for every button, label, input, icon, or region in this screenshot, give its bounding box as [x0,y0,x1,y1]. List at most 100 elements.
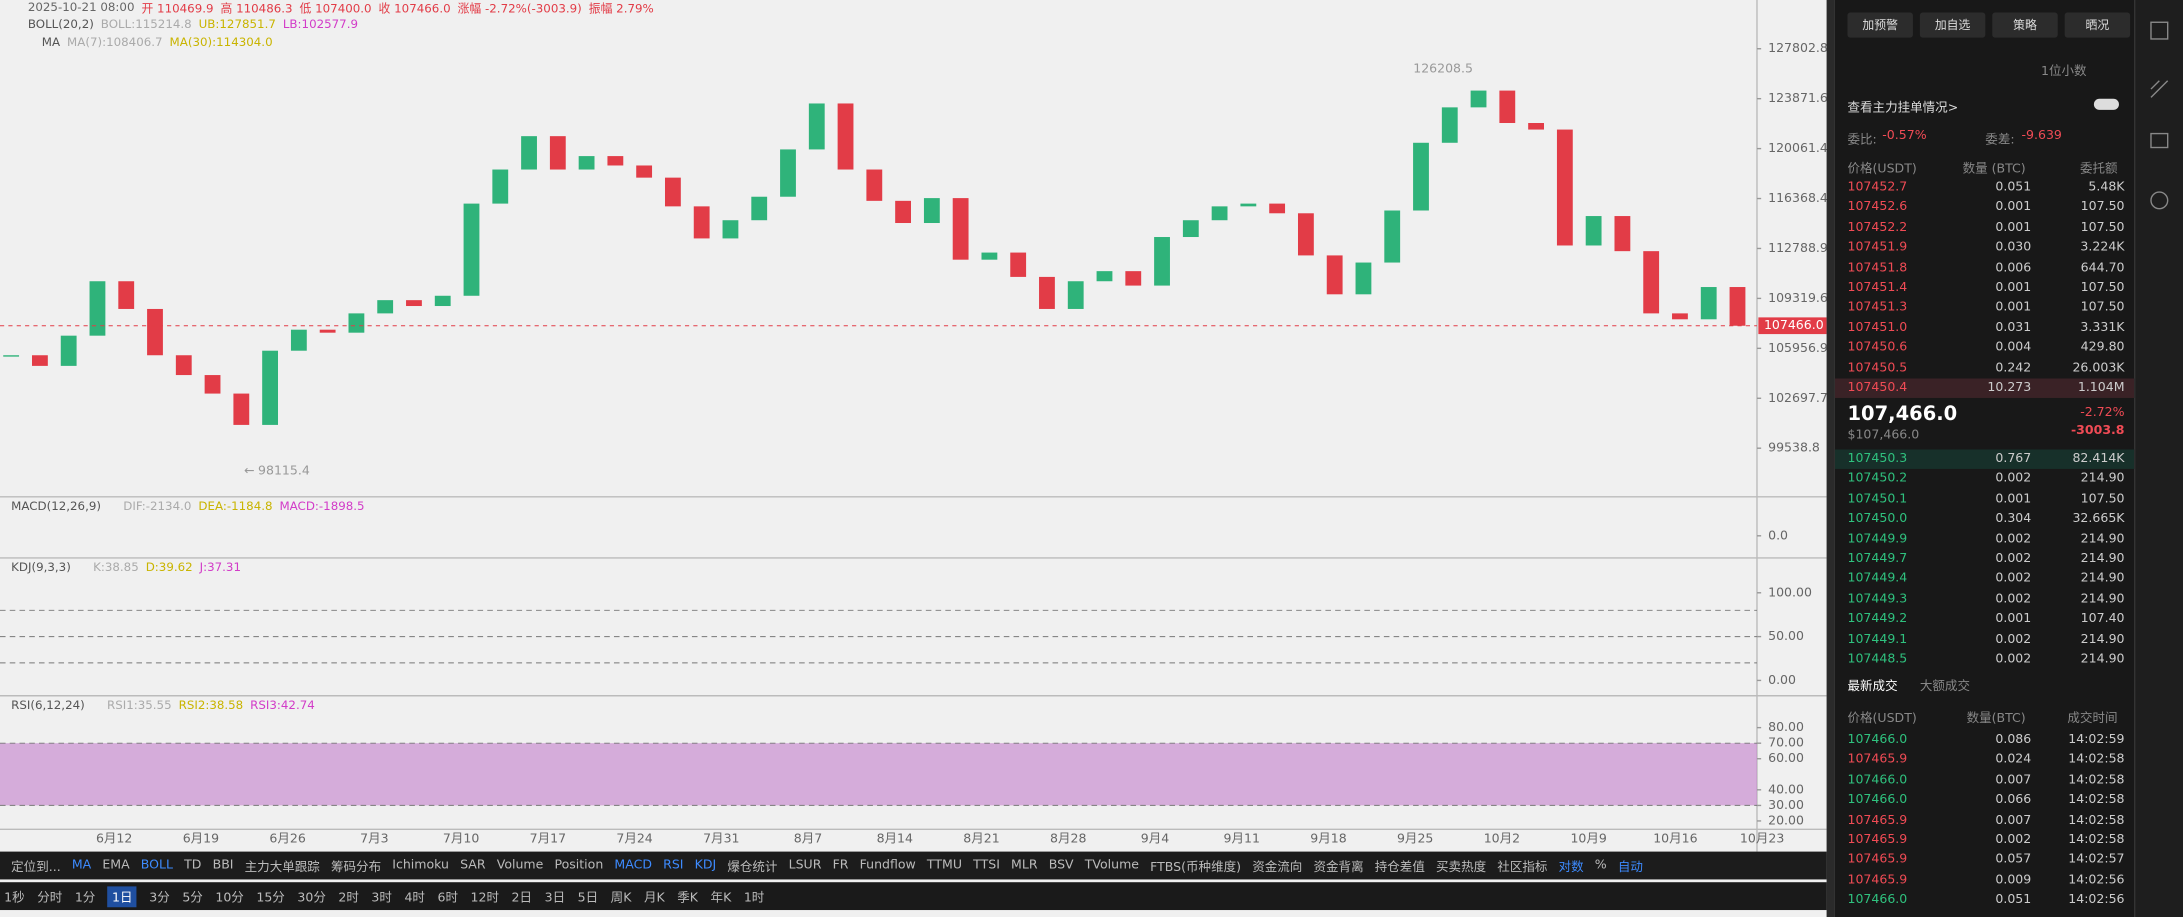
toolbar-item[interactable]: RSI [663,858,684,873]
toolbar-item[interactable]: Position [554,858,604,873]
toolbar-item[interactable]: 分时 [37,891,63,906]
toolbar-item[interactable]: 自动 [1617,860,1643,875]
toolbar-item[interactable]: MACD [614,858,652,873]
toolbar-item[interactable]: 买卖热度 [1436,860,1487,875]
toolbar-item[interactable]: BSV [1048,858,1074,873]
toolbar-item[interactable]: 筹码分布 [330,860,382,875]
toolbar-item[interactable]: 爆仓统计 [727,860,778,875]
book-cell: 214.90 [2080,532,2125,547]
legend-item: LB:102577.9 [282,18,359,33]
toolbar-item[interactable]: Ichimoku [392,858,449,873]
toolbar-item[interactable]: 4时 [404,891,425,906]
book-cell: 0.004 [1995,341,2032,356]
toolbar-item[interactable]: 对数 [1558,860,1584,875]
toolbar-item[interactable]: BOLL [140,858,174,873]
change-pct: -2.72% [2080,406,2125,421]
x-tick-label: 6月26 [269,831,305,846]
col-header: 委托额 [2079,162,2118,177]
y-tick-label: 127802.8 [1768,40,1826,55]
candle [463,203,480,296]
y-tick-label: 40.00 [1768,781,1804,796]
toolbar-item[interactable]: 1秒 [4,891,25,906]
candle [866,169,883,201]
toolbar-item[interactable]: 5日 [577,891,599,906]
toolbar-item[interactable]: 月K [643,891,665,906]
trade-cell: 14:02:58 [2068,833,2125,848]
toolbar-item[interactable]: FTBS(币种维度) [1150,860,1242,875]
toolbar-item[interactable]: 资金背离 [1313,860,1364,875]
toolbar-item[interactable]: SAR [460,858,486,873]
panel-button[interactable]: 策略 [1992,12,2058,38]
book-cell: 214.90 [2080,592,2125,607]
trade-cell: 107465.9 [1847,833,1908,848]
candle [549,136,566,170]
book-cell: 0.002 [1995,632,2032,647]
toolbar-item[interactable]: 6时 [437,891,459,906]
toolbar-item[interactable]: 15分 [256,891,285,906]
toolbar-item[interactable]: BBI [212,858,234,873]
toolbar-item[interactable]: 年K [710,891,732,906]
icon[interactable] [2150,21,2169,40]
trade-row: 107465.9 0.024 14:02:58 [1835,751,2134,770]
candle [1039,276,1055,309]
x-tick-label: 7月3 [360,831,388,846]
toolbar-item[interactable]: TD [184,858,202,873]
toolbar-item[interactable]: 30分 [297,891,326,906]
book-cell: 107448.5 [1847,652,1908,667]
toolbar-item[interactable]: 1分 [74,891,96,906]
legend-item: KDJ(9,3,3) [11,560,71,574]
toolbar-item[interactable]: MLR [1011,858,1038,873]
toolbar-item[interactable]: 3分 [149,891,170,906]
book-row: 107451.4 0.001 107.50 [1835,278,2134,297]
y-tick-label: 105956.9 [1768,340,1826,355]
legend-item: BOLL:115214.8 [100,18,192,33]
toolbar-item[interactable]: 资金流向 [1252,860,1303,875]
toolbar-item[interactable]: 持仓差值 [1374,860,1425,875]
toolbar-item[interactable]: Volume [496,858,544,873]
y-tick-label: 123871.6 [1768,90,1826,105]
toolbar-item[interactable]: Fundflow [859,858,916,873]
toolbar-item[interactable]: MA [71,858,92,873]
toolbar-item[interactable]: 季K [677,891,699,906]
toolbar-item[interactable]: KDJ [694,858,717,873]
panel-button[interactable]: 晒况 [2064,12,2131,38]
toolbar-item[interactable]: 5分 [182,891,203,906]
toolbar-item[interactable]: 3时 [371,891,392,906]
book-cell: 0.002 [1995,532,2032,547]
book-row: 107451.0 0.031 3.331K [1835,318,2134,337]
toolbar-item[interactable]: 2日 [511,891,533,906]
toolbar-item[interactable]: TVolume [1084,858,1140,873]
book-cell: 107.50 [2080,220,2125,235]
book-cell: 107449.7 [1847,552,1908,567]
col-header: 数量 (BTC) [1962,162,2026,177]
toolbar-item[interactable]: 定位到... [11,860,61,875]
panel-button[interactable]: 加预警 [1847,12,1913,38]
y-tick-label: 0.0 [1768,527,1788,542]
toolbar-item[interactable]: FR [832,858,849,873]
toolbar-item[interactable]: 社区指标 [1497,860,1548,875]
toolbar-item[interactable]: TTSI [973,858,1000,873]
toolbar-item[interactable]: 3日 [544,891,566,906]
trade-row: 107466.0 0.086 14:02:59 [1835,731,2134,750]
toolbar-item[interactable]: 2时 [338,891,359,906]
candle [1010,252,1027,277]
toolbar-item[interactable]: 周K [610,891,632,906]
toolbar-item[interactable]: TTMU [926,858,963,873]
toolbar-item[interactable]: 10分 [215,891,244,906]
candle [1384,210,1401,263]
toolbar-item[interactable]: EMA [102,858,130,873]
icon[interactable] [2150,191,2169,210]
book-cell: 214.90 [2080,472,2125,487]
toolbar-item[interactable]: 主力大单跟踪 [244,860,320,875]
icon[interactable] [2150,80,2169,98]
toggle[interactable] [2093,98,2119,110]
toolbar-item[interactable]: 1日 [107,885,137,907]
toolbar-item[interactable]: % [1594,858,1607,873]
toolbar-item[interactable]: LSUR [788,858,822,873]
y-tick-label: 112788.9 [1768,240,1826,255]
icon[interactable] [2150,132,2169,149]
toolbar-item[interactable]: 12时 [470,891,500,906]
panel-button[interactable]: 加自选 [1919,12,1986,38]
toolbar-item[interactable]: 1时 [743,891,765,906]
book-cell: 107449.2 [1847,612,1908,627]
